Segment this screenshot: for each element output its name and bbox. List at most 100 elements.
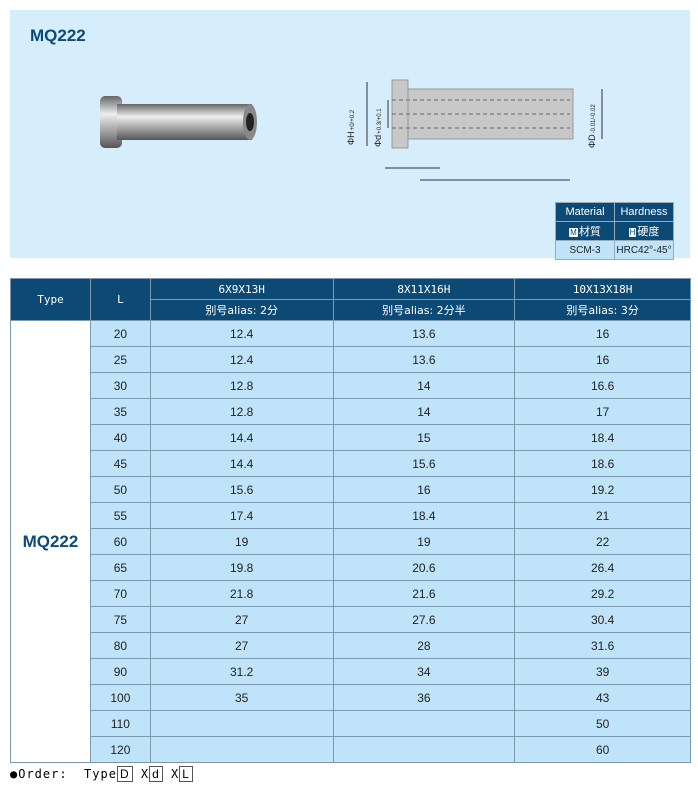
value-cell: 60 <box>514 736 691 763</box>
value-cell: 43 <box>514 684 691 711</box>
value-cell: 21 <box>514 502 691 529</box>
value-cell: 15.6 <box>332 450 516 477</box>
value-cell: 31.2 <box>149 658 334 685</box>
length-cell: 30 <box>89 372 151 399</box>
table-row: 80 27 28 31.6 <box>11 632 691 659</box>
length-cell: 55 <box>89 502 151 529</box>
D-dim-symbol: ΦD <box>587 134 597 148</box>
value-cell: 50 <box>514 710 691 737</box>
h-dim-label: ΦH+0/+0.2 <box>346 109 356 145</box>
l-header: L <box>89 278 151 321</box>
value-cell <box>332 710 516 737</box>
value-cell: 28 <box>332 632 516 659</box>
length-cell: 110 <box>89 710 151 737</box>
value-cell: 14 <box>332 372 516 399</box>
length-cell: 65 <box>89 554 151 581</box>
value-cell: 18.4 <box>514 424 691 451</box>
value-cell: 35 <box>149 684 334 711</box>
value-cell: 16 <box>332 476 516 503</box>
value-cell: 26.4 <box>514 554 691 581</box>
order-x: X <box>140 767 150 781</box>
hardness-cn: 硬度 <box>637 226 660 238</box>
order-L: L <box>179 766 193 782</box>
table-row: 40 14.4 15 18.4 <box>11 424 691 451</box>
hardness-header: Hardness <box>614 202 674 222</box>
value-cell: 12.8 <box>149 398 334 425</box>
value-cell: 17.4 <box>149 502 334 529</box>
table-row: 30 12.8 14 16.6 <box>11 372 691 399</box>
length-cell: 100 <box>89 684 151 711</box>
value-cell: 13.6 <box>332 346 516 373</box>
length-cell: 35 <box>89 398 151 425</box>
length-cell: 70 <box>89 580 151 607</box>
h-badge-icon: H <box>628 228 637 237</box>
value-cell: 21.6 <box>332 580 516 607</box>
d-dim-tolerance: +0.3/+0.1 <box>377 108 383 134</box>
value-cell: 27 <box>149 606 334 633</box>
material-cn: 材質 <box>578 226 601 238</box>
D-dim-tolerance: -0.01/-0.02 <box>591 104 597 134</box>
value-cell: 27 <box>149 632 334 659</box>
value-cell: 13.6 <box>332 320 516 347</box>
length-cell: 25 <box>89 346 151 373</box>
value-cell: 18.4 <box>332 502 516 529</box>
value-cell: 29.2 <box>514 580 691 607</box>
table-row: 75 27 27.6 30.4 <box>11 606 691 633</box>
value-cell: 16.6 <box>514 372 691 399</box>
product-title: MQ222 <box>30 26 86 45</box>
type-header: Type <box>10 278 91 321</box>
value-cell: 31.6 <box>514 632 691 659</box>
value-cell: 20.6 <box>332 554 516 581</box>
table-row: 50 15.6 16 19.2 <box>11 476 691 503</box>
size-header: 6X9X13H <box>149 278 334 300</box>
order-x: X <box>171 767 180 781</box>
value-cell: 12.8 <box>149 372 334 399</box>
order-D: D <box>116 766 133 782</box>
alias-header: 别号alias: 3分 <box>514 299 691 321</box>
value-cell: 16 <box>514 346 691 373</box>
h-dim-tolerance: +0/+0.2 <box>350 109 356 130</box>
material-header: Material <box>555 202 615 222</box>
length-cell: 80 <box>89 632 151 659</box>
hardness-value: HRC42°-45° <box>614 240 674 260</box>
value-cell: 14 <box>332 398 516 425</box>
table-row: 90 31.2 34 39 <box>11 658 691 685</box>
value-cell: 27.6 <box>332 606 516 633</box>
length-cell: 20 <box>89 320 151 347</box>
value-cell: 14.4 <box>149 450 334 477</box>
material-value: SCM-3 <box>555 240 615 260</box>
d-dim-label: Φd+0.3/+0.1 <box>373 108 383 147</box>
product-photo <box>100 96 257 148</box>
value-cell: 12.4 <box>149 346 334 373</box>
value-cell: 22 <box>514 528 691 555</box>
value-cell: 19 <box>149 528 334 555</box>
length-cell: 50 <box>89 476 151 503</box>
product-panel: MQ222 ΦH+0/+0.2 Φd+0.3/+0.1 ΦD-0.01/-0.0… <box>10 10 690 260</box>
length-cell: 40 <box>89 424 151 451</box>
table-row: 25 12.4 13.6 16 <box>11 346 691 373</box>
value-cell: 19.8 <box>149 554 334 581</box>
order-type: Type <box>84 767 117 781</box>
value-cell: 14.4 <box>149 424 334 451</box>
table-row: 110 50 <box>11 710 691 737</box>
value-cell: 18.6 <box>514 450 691 477</box>
value-cell <box>332 736 516 763</box>
length-cell: 120 <box>89 736 151 763</box>
value-cell: 21.8 <box>149 580 334 607</box>
value-cell: 15.6 <box>149 476 334 503</box>
length-cell: 90 <box>89 658 151 685</box>
type-cell: MQ222 <box>10 320 91 763</box>
value-cell <box>149 736 334 763</box>
dimension-drawing: ΦH+0/+0.2 Φd+0.3/+0.1 ΦD-0.01/-0.02 <box>346 79 603 181</box>
value-cell: 16 <box>514 320 691 347</box>
value-cell: 30.4 <box>514 606 691 633</box>
length-cell: 75 <box>89 606 151 633</box>
value-cell: 17 <box>514 398 691 425</box>
value-cell: 12.4 <box>149 320 334 347</box>
value-cell: 15 <box>332 424 516 451</box>
table-row: 35 12.8 14 17 <box>11 398 691 425</box>
size-header: 8X11X16H <box>332 278 516 300</box>
d-dim-symbol: Φd <box>373 135 383 147</box>
value-cell <box>149 710 334 737</box>
